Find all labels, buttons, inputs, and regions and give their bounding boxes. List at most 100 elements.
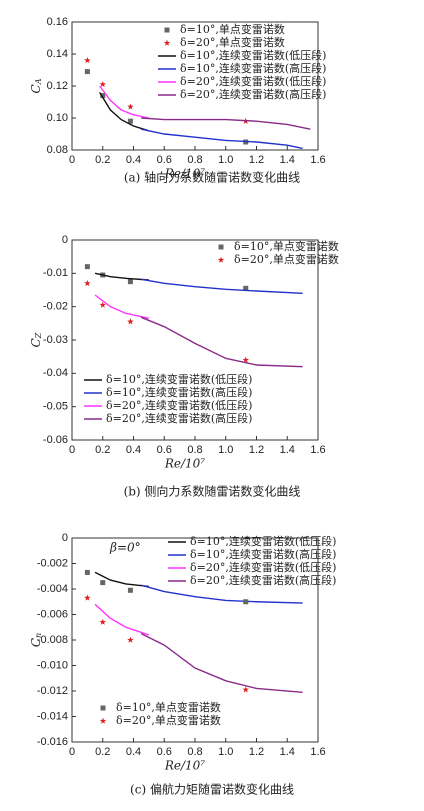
marker-star [242, 356, 249, 363]
marker-square [100, 93, 106, 99]
marker-square [100, 580, 106, 586]
legend-label: δ=20°,连续变雷诺数(高压段) [106, 411, 252, 425]
series-line [94, 571, 149, 588]
legend-label: δ=20°,单点变雷诺数 [180, 35, 285, 49]
marker-square [127, 118, 133, 124]
legend-swatch [100, 705, 106, 711]
y-tick-label: -0.016 [37, 736, 68, 748]
legend-label: δ=10°,连续变雷诺数(高压段) [180, 61, 326, 75]
y-axis-title: Cn [29, 633, 44, 647]
y-tick-label: 0.08 [47, 144, 68, 156]
marker-star [84, 279, 91, 287]
y-tick-label: -0.06 [43, 434, 68, 446]
marker-square [243, 285, 249, 291]
legend-label: δ=20°,连续变雷诺数(高压段) [180, 87, 326, 101]
legend-label: δ=20°,连续变雷诺数(低压段) [180, 74, 326, 88]
series-line [140, 316, 303, 368]
marker-square [84, 264, 90, 270]
series-line [141, 128, 303, 150]
x-tick-label: 0.6 [157, 746, 172, 758]
legend-label: δ=10°,连续变雷诺数(低压段) [180, 48, 326, 62]
x-tick-label: 0 [69, 154, 75, 166]
caption: (c) 偏航力矩随雷诺数变化曲线 [130, 782, 294, 797]
x-tick-label: 0.2 [95, 746, 110, 758]
x-axis-title: Re/10⁷ [164, 759, 205, 773]
y-axis-symbol: C [29, 638, 43, 647]
legend-label: δ=20°,连续变雷诺数(低压段) [106, 398, 252, 412]
caption: (b) 侧向力系数随雷诺数变化曲线 [124, 484, 301, 499]
legend-label: δ=20°,单点变雷诺数 [116, 713, 221, 727]
y-tick-label: -0.010 [37, 659, 68, 671]
legend-label: δ=10°,连续变雷诺数(低压段) [106, 372, 252, 386]
y-tick-label: 0 [62, 234, 68, 246]
legend-label: δ=10°,连续变雷诺数(高压段) [106, 385, 252, 399]
series-line [140, 633, 303, 693]
marker-star [99, 618, 106, 625]
marker-star [84, 57, 91, 64]
legend-label: δ=10°,单点变雷诺数 [116, 700, 221, 714]
annotation: β=0° [109, 541, 141, 555]
series-line [141, 584, 303, 604]
x-tick-label: 1.6 [310, 154, 325, 166]
marker-square [84, 69, 90, 75]
x-axis-title: Re/10⁷ [164, 457, 205, 471]
legend-swatch [164, 27, 170, 33]
y-axis-subscript: n [34, 633, 43, 638]
legend-label: δ=10°,连续变雷诺数(高压段) [190, 547, 336, 561]
x-tick-label: 0.4 [126, 154, 141, 166]
legend-label: δ=20°,连续变雷诺数(低压段) [190, 560, 336, 574]
series-line [94, 603, 150, 636]
y-axis-symbol: C [29, 338, 43, 347]
legend-swatch [99, 717, 107, 724]
marker-star [99, 301, 106, 308]
x-tick-label: 0 [69, 444, 75, 456]
x-tick-label: 1.4 [280, 444, 295, 456]
marker-square [243, 599, 249, 605]
legend-label: δ=10°,连续变雷诺数(低压段) [190, 534, 336, 548]
x-tick-label: 0.4 [126, 746, 141, 758]
x-tick-label: 1.2 [249, 746, 264, 758]
legend-label: δ=20°,单点变雷诺数 [234, 252, 339, 266]
x-tick-label: 1.4 [280, 746, 295, 758]
y-tick-label: -0.008 [37, 634, 68, 646]
legend-label: δ=20°,连续变雷诺数(高压段) [190, 573, 336, 587]
y-tick-label: 0.14 [47, 48, 68, 60]
marker-star [127, 636, 134, 643]
y-tick-label: -0.012 [37, 685, 68, 697]
x-tick-label: 1.2 [249, 444, 264, 456]
x-tick-label: 1.0 [218, 154, 233, 166]
y-tick-label: 0.12 [47, 80, 68, 92]
y-tick-label: -0.006 [37, 608, 68, 620]
y-tick-label: -0.04 [43, 367, 68, 379]
y-tick-label: -0.01 [43, 267, 68, 279]
y-axis-symbol: C [29, 84, 43, 93]
y-tick-label: -0.014 [37, 710, 68, 722]
y-tick-label: -0.004 [37, 583, 68, 595]
marker-star [127, 318, 134, 325]
x-tick-label: 0.6 [157, 154, 172, 166]
marker-square [127, 279, 133, 285]
x-tick-label: 0.2 [95, 444, 110, 456]
x-tick-label: 1.4 [280, 154, 295, 166]
marker-star [84, 594, 91, 601]
series-line [99, 85, 150, 119]
x-tick-label: 1.6 [310, 444, 325, 456]
series-line [141, 117, 311, 130]
x-tick-label: 1.2 [249, 154, 264, 166]
legend-swatch [163, 39, 171, 46]
x-tick-label: 1.0 [218, 444, 233, 456]
x-tick-label: 0.6 [157, 444, 172, 456]
series-line [94, 294, 150, 320]
y-tick-label: -0.002 [37, 557, 68, 569]
legend-label: δ=10°,单点变雷诺数 [180, 22, 285, 36]
y-axis-title: CZ [29, 332, 44, 347]
y-tick-label: -0.02 [43, 301, 68, 313]
y-tick-label: -0.03 [43, 334, 68, 346]
x-tick-label: 0.8 [187, 746, 202, 758]
marker-star [99, 81, 106, 88]
x-tick-label: 0.4 [126, 444, 141, 456]
x-tick-label: 1.6 [310, 746, 325, 758]
series-line [99, 92, 150, 132]
x-axis-title: Re/10⁷ [164, 167, 205, 181]
